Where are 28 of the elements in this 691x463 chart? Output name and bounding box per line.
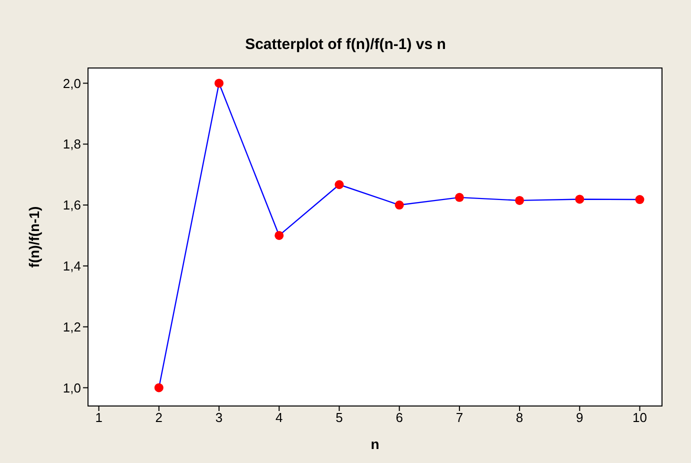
y-tick-label: 2,0 bbox=[62, 76, 81, 91]
x-tick-label: 5 bbox=[336, 410, 343, 426]
y-tick-label: 1,0 bbox=[62, 380, 81, 396]
x-axis-title: n bbox=[370, 436, 380, 452]
x-tick-label: 1 bbox=[95, 410, 102, 426]
x-tick-label: 8 bbox=[516, 410, 524, 426]
point bbox=[635, 195, 644, 204]
point bbox=[214, 78, 224, 88]
point bbox=[274, 230, 284, 240]
point bbox=[334, 180, 344, 190]
point bbox=[394, 200, 404, 210]
y-tick-label: 1,6 bbox=[62, 198, 81, 213]
y-tick-label: 1,4 bbox=[62, 258, 81, 274]
chart-title: Scatterplot of f(n)/f(n-1) vs n bbox=[244, 36, 447, 53]
x-tick-label: 4 bbox=[276, 410, 283, 426]
point bbox=[575, 194, 584, 204]
y-axis-title: f(n)/f(n-1) bbox=[26, 206, 42, 268]
point bbox=[454, 192, 464, 202]
x-tick-label: 3 bbox=[215, 410, 223, 426]
x-tick-label: 6 bbox=[396, 410, 403, 426]
x-tick-label: 9 bbox=[576, 410, 584, 426]
point bbox=[515, 196, 524, 205]
y-tick-label: 1,2 bbox=[62, 319, 81, 334]
x-tick-label: 10 bbox=[632, 410, 647, 426]
x-tick-label: 2 bbox=[155, 410, 163, 426]
x-tick-label: 7 bbox=[456, 410, 464, 426]
y-tick-label: 1,8 bbox=[62, 136, 81, 152]
point bbox=[154, 383, 164, 392]
